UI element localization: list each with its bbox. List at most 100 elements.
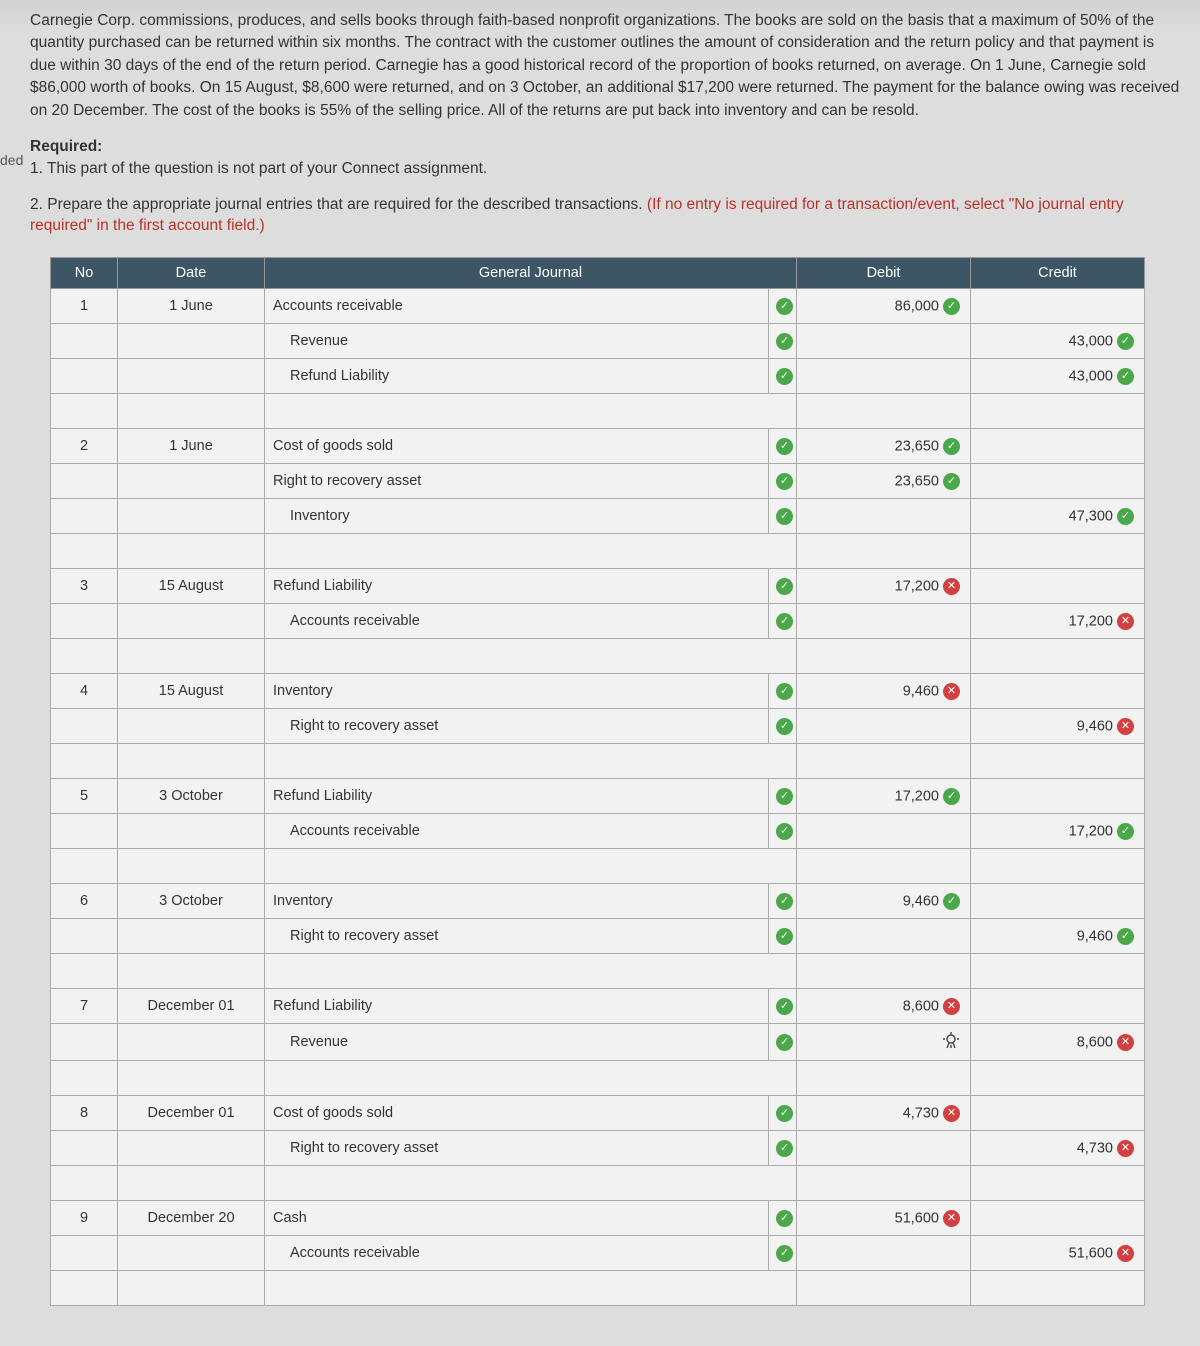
table-row: Right to recovery asset✓9,460✕ [51,709,1145,744]
debit-cell[interactable]: 23,650✓ [797,429,971,464]
credit-cell[interactable] [971,289,1145,324]
account-cell[interactable]: Right to recovery asset [265,709,769,744]
account-cell[interactable]: Revenue [265,1024,769,1061]
credit-cell[interactable]: 9,460✓ [971,919,1145,954]
entry-no [51,709,118,744]
debit-value[interactable]: 17,200 [895,578,939,594]
account-cell[interactable]: Accounts receivable [265,1236,769,1271]
x-icon: ✕ [1117,613,1134,630]
credit-cell[interactable]: 43,000✓ [971,324,1145,359]
credit-cell[interactable]: 8,600✕ [971,1024,1145,1061]
table-row: Right to recovery asset✓9,460✓ [51,919,1145,954]
credit-cell[interactable] [971,779,1145,814]
credit-cell[interactable]: 4,730✕ [971,1131,1145,1166]
debit-value[interactable]: 9,460 [903,893,939,909]
check-icon: ✓ [943,298,960,315]
debit-cell[interactable]: 8,600✕ [797,989,971,1024]
table-row: 53 OctoberRefund Liability✓17,200✓ [51,779,1145,814]
account-cell[interactable]: Right to recovery asset [265,464,769,499]
entry-no [51,499,118,534]
instruction-2-text: 2. Prepare the appropriate journal entri… [30,196,647,213]
debit-value[interactable]: 23,650 [895,473,939,489]
credit-cell[interactable]: 47,300✓ [971,499,1145,534]
account-cell[interactable]: Cost of goods sold [265,1096,769,1131]
debit-value[interactable]: 23,650 [895,438,939,454]
debit-cell[interactable]: 9,460✕ [797,674,971,709]
debit-cell[interactable] [797,1236,971,1271]
credit-cell[interactable] [971,674,1145,709]
debit-cell[interactable] [797,919,971,954]
entry-date: December 01 [118,1096,265,1131]
account-cell[interactable]: Accounts receivable [265,604,769,639]
credit-cell[interactable]: 9,460✕ [971,709,1145,744]
debit-cell[interactable] [797,1131,971,1166]
credit-cell[interactable] [971,429,1145,464]
debit-value[interactable]: 17,200 [895,788,939,804]
account-check: ✓ [769,359,797,394]
credit-cell[interactable] [971,884,1145,919]
account-cell[interactable]: Refund Liability [265,359,769,394]
credit-value[interactable]: 17,200 [1069,613,1113,629]
debit-cell[interactable]: 23,650✓ [797,464,971,499]
credit-value[interactable]: 8,600 [1077,1034,1113,1050]
table-row: 11 JuneAccounts receivable✓86,000✓ [51,289,1145,324]
entry-no [51,324,118,359]
entry-date: 15 August [118,674,265,709]
table-row: Revenue✓8,600✕ [51,1024,1145,1061]
account-cell[interactable]: Refund Liability [265,989,769,1024]
account-cell[interactable]: Inventory [265,674,769,709]
general-journal-table: No Date General Journal Debit Credit 11 … [50,257,1145,1306]
debit-cell[interactable] [797,814,971,849]
account-cell[interactable]: Refund Liability [265,569,769,604]
account-cell[interactable]: Revenue [265,324,769,359]
debit-cell[interactable]: 17,200✓ [797,779,971,814]
debit-value[interactable]: 8,600 [903,998,939,1014]
account-cell[interactable]: Right to recovery asset [265,919,769,954]
entry-date [118,464,265,499]
credit-value[interactable]: 9,460 [1077,928,1113,944]
credit-cell[interactable]: 17,200✕ [971,604,1145,639]
credit-value[interactable]: 17,200 [1069,823,1113,839]
credit-cell[interactable] [971,569,1145,604]
credit-value[interactable]: 51,600 [1069,1245,1113,1261]
debit-value[interactable]: 86,000 [895,298,939,314]
problem-text: Carnegie Corp. commissions, produces, an… [0,10,1180,122]
debit-cell[interactable]: 86,000✓ [797,289,971,324]
debit-cell[interactable]: 17,200✕ [797,569,971,604]
account-cell[interactable]: Cost of goods sold [265,429,769,464]
credit-cell[interactable]: 43,000✓ [971,359,1145,394]
account-cell[interactable]: Accounts receivable [265,289,769,324]
debit-value[interactable]: 9,460 [903,683,939,699]
debit-cell[interactable] [797,324,971,359]
account-cell[interactable]: Accounts receivable [265,814,769,849]
entry-date [118,499,265,534]
check-icon: ✓ [776,438,793,455]
credit-value[interactable]: 47,300 [1069,508,1113,524]
credit-value[interactable]: 43,000 [1069,333,1113,349]
credit-value[interactable]: 43,000 [1069,368,1113,384]
debit-value[interactable]: 51,600 [895,1210,939,1226]
account-cell[interactable]: Inventory [265,884,769,919]
credit-cell[interactable] [971,464,1145,499]
credit-cell[interactable] [971,1201,1145,1236]
credit-cell[interactable] [971,1096,1145,1131]
debit-cell[interactable]: 9,460✓ [797,884,971,919]
account-cell[interactable]: Cash [265,1201,769,1236]
credit-cell[interactable]: 17,200✓ [971,814,1145,849]
account-cell[interactable]: Right to recovery asset [265,1131,769,1166]
debit-value[interactable]: 4,730 [903,1105,939,1121]
credit-value[interactable]: 9,460 [1077,718,1113,734]
account-cell[interactable]: Inventory [265,499,769,534]
debit-cell[interactable] [797,604,971,639]
debit-cell[interactable] [797,499,971,534]
table-row [51,394,1145,429]
entry-no [51,814,118,849]
debit-cell[interactable] [797,359,971,394]
debit-cell[interactable] [797,709,971,744]
debit-cell[interactable]: 51,600✕ [797,1201,971,1236]
account-cell[interactable]: Refund Liability [265,779,769,814]
credit-cell[interactable]: 51,600✕ [971,1236,1145,1271]
credit-cell[interactable] [971,989,1145,1024]
debit-cell[interactable] [797,1024,971,1061]
debit-cell[interactable]: 4,730✕ [797,1096,971,1131]
